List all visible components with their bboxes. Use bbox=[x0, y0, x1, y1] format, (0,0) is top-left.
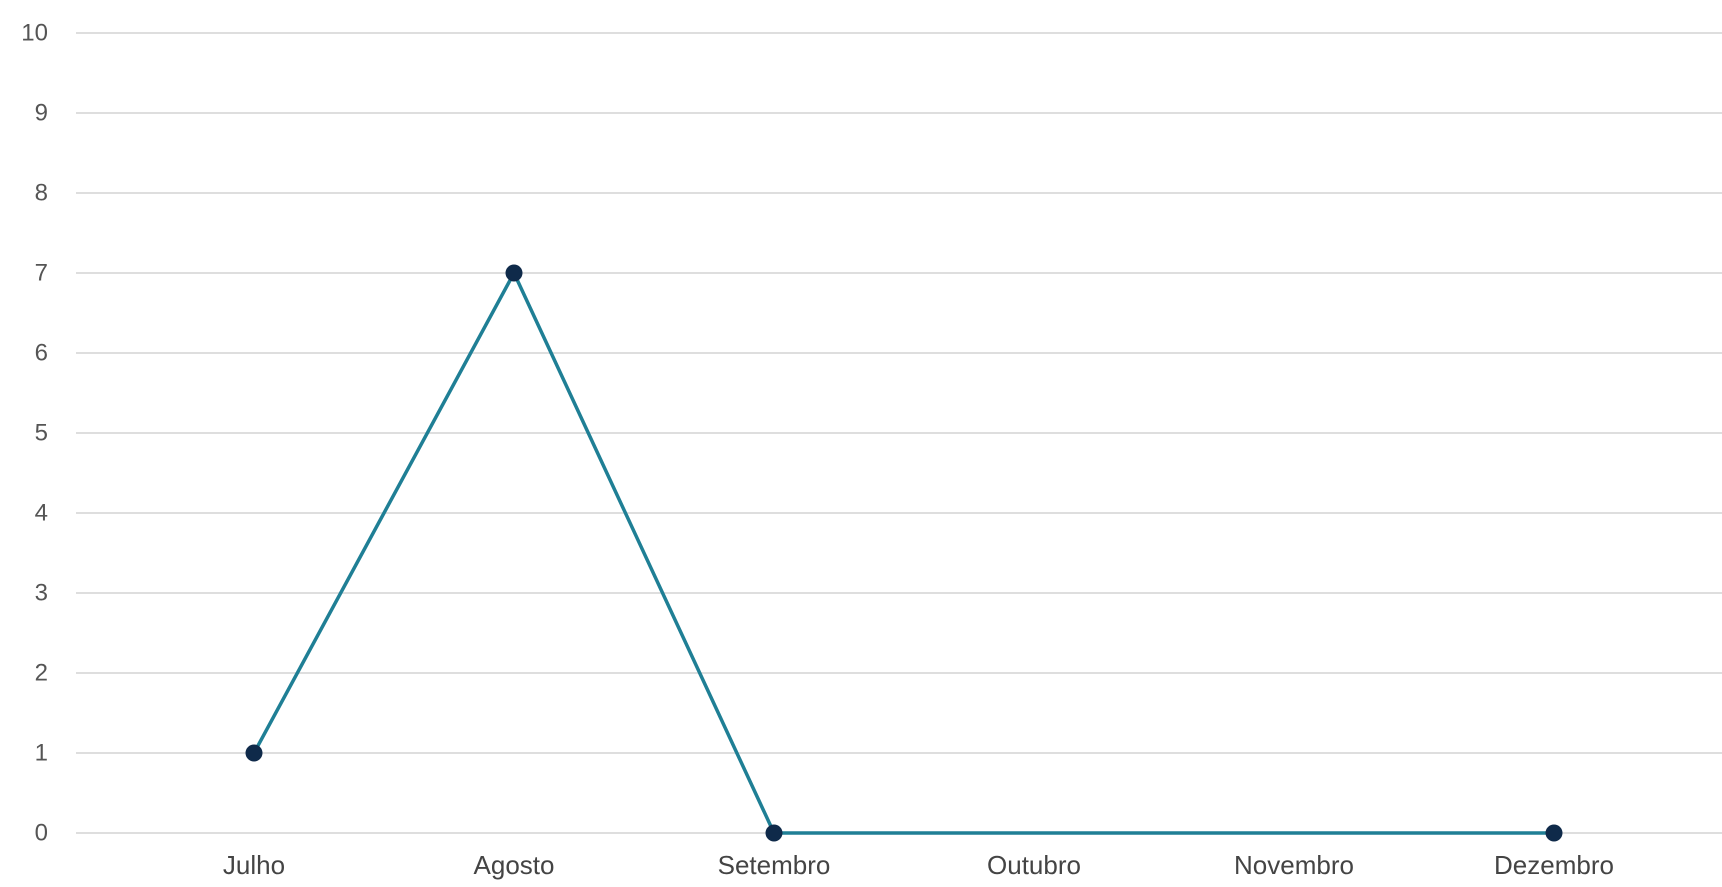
data-point[interactable] bbox=[245, 744, 263, 762]
x-tick-label: Agosto bbox=[474, 850, 555, 880]
y-tick-label: 1 bbox=[35, 740, 48, 767]
series-line bbox=[252, 271, 1554, 835]
y-tick-label: 3 bbox=[35, 580, 48, 607]
y-tick-label: 2 bbox=[35, 660, 48, 687]
x-tick-label: Julho bbox=[223, 850, 285, 880]
y-tick-label: 6 bbox=[35, 340, 48, 367]
y-tick-label: 7 bbox=[35, 260, 48, 287]
x-tick-label: Novembro bbox=[1234, 850, 1354, 880]
y-tick-label: 4 bbox=[35, 500, 48, 527]
y-tick-label: 5 bbox=[35, 420, 48, 447]
gridlines bbox=[76, 32, 1722, 834]
y-axis-tick-labels: 0 1 2 3 4 5 6 7 8 9 10 bbox=[21, 20, 48, 847]
series-layer bbox=[245, 264, 1563, 842]
y-tick-label: 9 bbox=[35, 100, 48, 127]
y-tick-label: 8 bbox=[35, 180, 48, 207]
x-axis-tick-labels: Julho Agosto Setembro Outubro Novembro Dezemb… bbox=[223, 850, 1614, 880]
data-point[interactable] bbox=[765, 824, 783, 842]
data-point[interactable] bbox=[505, 264, 523, 282]
data-point[interactable] bbox=[1545, 824, 1563, 842]
x-tick-label: Outubro bbox=[987, 850, 1081, 880]
x-tick-label: Dezembro bbox=[1494, 850, 1614, 880]
x-tick-label: Setembro bbox=[718, 850, 831, 880]
y-tick-label: 10 bbox=[21, 20, 48, 47]
y-tick-label: 0 bbox=[35, 820, 48, 847]
